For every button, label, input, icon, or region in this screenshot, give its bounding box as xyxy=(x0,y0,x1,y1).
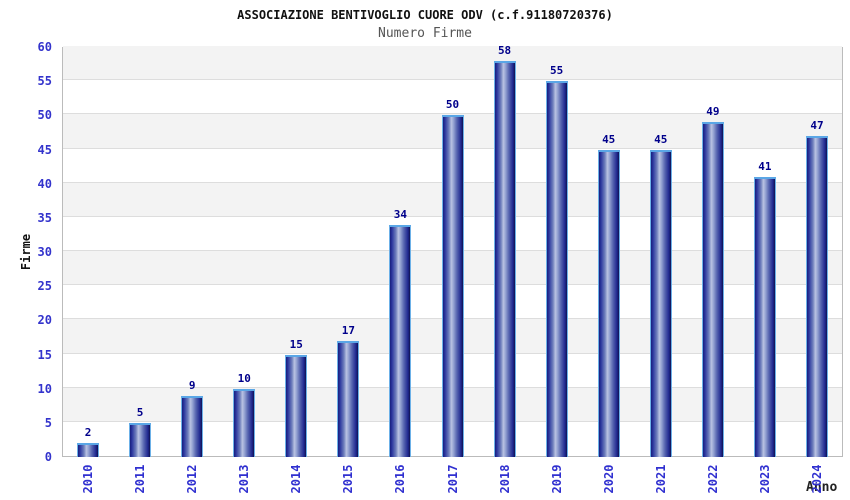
x-tick-label: 2021 xyxy=(653,464,668,494)
x-tick-label: 2017 xyxy=(445,464,460,494)
plot-band xyxy=(63,80,842,115)
x-tick-label: 2012 xyxy=(185,464,200,494)
x-tick-label: 2010 xyxy=(81,464,96,494)
y-tick-label: 40 xyxy=(37,176,52,191)
bar-value-label: 50 xyxy=(445,98,460,112)
bar-2022 xyxy=(701,122,724,457)
x-tick-label: 2024 xyxy=(809,464,824,494)
x-tick-label: 2023 xyxy=(757,464,772,494)
x-tick-label: 2022 xyxy=(705,464,720,494)
bar-2020 xyxy=(597,149,620,457)
bar-2015 xyxy=(337,340,360,457)
x-tick-label: 2014 xyxy=(289,464,304,494)
bar-value-label: 45 xyxy=(602,132,616,146)
chart-title: ASSOCIAZIONE BENTIVOGLIO CUORE ODV (c.f.… xyxy=(237,8,613,22)
plot-band xyxy=(63,46,842,81)
y-tick-label: 55 xyxy=(37,74,52,89)
bar-2017 xyxy=(441,115,464,457)
x-tick-label: 2018 xyxy=(497,464,512,494)
bar-value-label: 17 xyxy=(341,323,355,337)
y-tick-label: 45 xyxy=(37,142,52,157)
gridline xyxy=(63,113,842,115)
x-axis-title: Anno xyxy=(806,480,838,495)
chart-subtitle: Numero Firme xyxy=(378,26,472,41)
bar-value-label: 55 xyxy=(550,64,564,78)
bar-2012 xyxy=(181,395,204,457)
bar-value-label: 47 xyxy=(810,118,824,132)
bar-value-label: 2 xyxy=(84,426,92,440)
bar-2014 xyxy=(285,354,308,457)
y-tick-label: 0 xyxy=(44,450,52,464)
y-tick-label: 60 xyxy=(37,40,52,54)
bar-2011 xyxy=(129,422,152,457)
bar-2018 xyxy=(493,60,516,457)
x-tick-label: 2020 xyxy=(601,464,616,494)
bar-2024 xyxy=(805,135,828,457)
bar-value-label: 5 xyxy=(136,405,144,419)
y-tick-label: 35 xyxy=(37,210,52,225)
x-tick-label: 2019 xyxy=(549,464,564,494)
bar-value-label: 9 xyxy=(188,378,196,392)
bar-value-label: 58 xyxy=(497,43,512,57)
x-tick-label: 2015 xyxy=(341,464,356,494)
bar-value-label: 15 xyxy=(289,337,303,351)
y-tick-label: 50 xyxy=(37,108,52,123)
bar-value-label: 49 xyxy=(706,105,720,119)
y-tick-label: 20 xyxy=(37,313,52,328)
x-tick-label: 2011 xyxy=(133,464,148,494)
bar-value-label: 41 xyxy=(758,159,772,173)
bar-2019 xyxy=(545,81,568,457)
bar-2023 xyxy=(753,176,776,457)
bar-value-label: 34 xyxy=(393,207,408,221)
bar-2016 xyxy=(389,224,412,457)
bar-2010 xyxy=(77,443,100,457)
y-tick-label: 25 xyxy=(37,279,52,294)
x-tick-label: 2013 xyxy=(237,464,252,494)
y-tick-label: 10 xyxy=(37,381,52,396)
y-tick-label: 15 xyxy=(37,347,52,362)
bar-value-label: 10 xyxy=(237,371,251,385)
y-tick-label: 5 xyxy=(44,415,52,430)
bar-2021 xyxy=(649,149,672,457)
bar-2013 xyxy=(233,388,256,457)
gridline xyxy=(63,79,842,81)
bar-value-label: 45 xyxy=(654,132,668,146)
y-tick-label: 30 xyxy=(37,245,52,259)
x-tick-label: 2016 xyxy=(393,464,408,494)
